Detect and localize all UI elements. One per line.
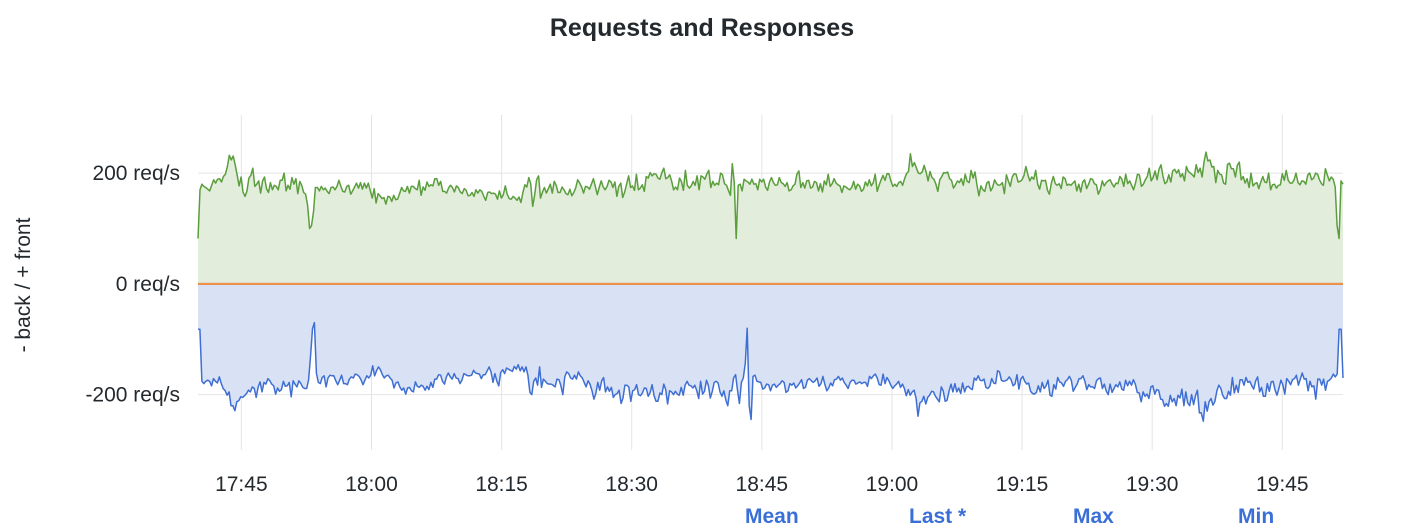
- series-areas: [198, 152, 1343, 422]
- front-series-line[interactable]: [197, 151, 1344, 240]
- x-tick-label: 19:00: [866, 473, 919, 496]
- y-tick-label: -200 req/s: [85, 384, 180, 407]
- x-tick-label: 18:45: [736, 473, 789, 496]
- x-tick-label: 17:45: [215, 473, 268, 496]
- back-series-line[interactable]: [198, 321, 1344, 422]
- x-tick-label: 19:30: [1126, 473, 1179, 496]
- x-tick-label: 19:15: [996, 473, 1049, 496]
- y-axis-ticks: 200 req/s 0 req/s -200 req/s: [85, 162, 180, 406]
- x-tick-label: 19:45: [1256, 473, 1309, 496]
- x-tick-label: 18:30: [605, 473, 658, 496]
- legend-header-max[interactable]: Max: [1073, 505, 1114, 528]
- y-axis-label: - back / + front: [12, 217, 35, 353]
- panel-title: Requests and Responses: [549, 14, 855, 42]
- series-lines[interactable]: [197, 151, 1344, 422]
- front-area: [198, 152, 1343, 284]
- y-tick-label: 200 req/s: [92, 162, 180, 185]
- y-tick-label: 0 req/s: [116, 273, 180, 296]
- back-area: [198, 283, 1343, 422]
- legend-header-mean[interactable]: Mean: [745, 505, 799, 528]
- legend-header-min[interactable]: Min: [1238, 505, 1275, 528]
- legend-header-last[interactable]: Last *: [909, 505, 967, 528]
- x-tick-label: 18:00: [345, 473, 398, 496]
- x-tick-label: 18:15: [475, 473, 528, 496]
- x-axis-ticks: 17:45 18:00 18:15 18:30 18:45 19:00 19:15 19:30…: [215, 473, 1308, 496]
